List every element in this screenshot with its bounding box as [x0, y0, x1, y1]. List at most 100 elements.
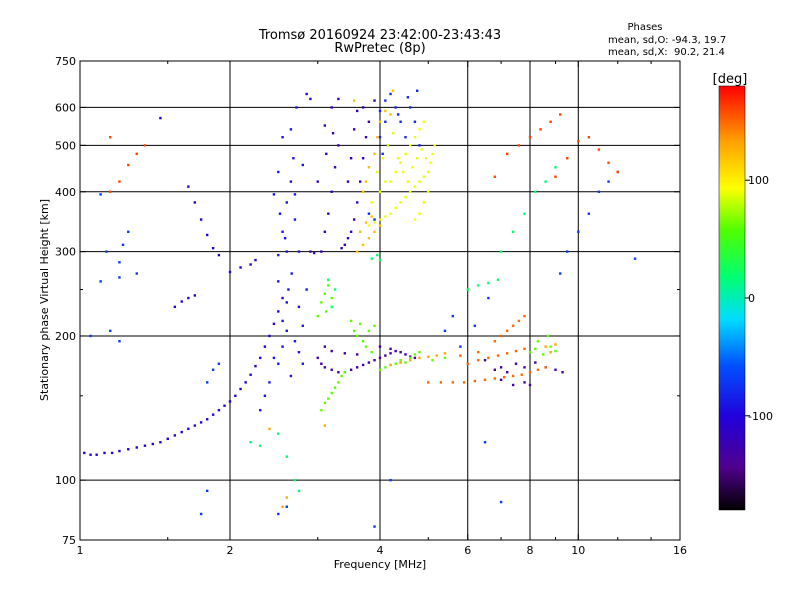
colorbar-label: [deg] — [713, 72, 748, 87]
data-point — [330, 106, 333, 109]
data-point — [367, 224, 371, 227]
data-point — [544, 366, 547, 369]
data-point — [404, 195, 407, 199]
data-point — [285, 250, 288, 253]
data-point — [323, 124, 327, 127]
data-point — [259, 356, 262, 360]
data-point — [487, 281, 490, 285]
data-point — [373, 99, 376, 102]
data-point — [370, 201, 373, 204]
data-point — [396, 157, 400, 160]
data-point — [539, 128, 542, 131]
data-point — [415, 157, 419, 160]
data-point — [373, 525, 376, 528]
data-point — [325, 152, 328, 156]
data-point — [309, 97, 312, 101]
y-tick-label: 75 — [62, 534, 76, 547]
data-point — [352, 99, 356, 102]
data-point — [422, 201, 426, 204]
data-point — [528, 371, 532, 374]
data-point — [505, 352, 509, 355]
data-point — [259, 408, 262, 412]
data-point — [205, 381, 209, 384]
data-point — [534, 347, 537, 351]
data-point — [355, 201, 359, 204]
data-point — [493, 340, 497, 343]
colorbar-tick-label: -100 — [748, 410, 773, 423]
data-point — [367, 120, 371, 123]
data-point — [361, 363, 365, 367]
data-point — [587, 212, 591, 215]
data-point — [406, 180, 410, 183]
x-tick-label: 6 — [464, 544, 471, 557]
data-point — [409, 359, 412, 362]
data-point — [496, 354, 500, 357]
data-point — [361, 190, 365, 193]
data-point — [277, 310, 280, 313]
data-point — [355, 353, 359, 356]
data-point — [607, 180, 610, 183]
data-point — [110, 451, 114, 455]
y-tick-label: 500 — [55, 139, 76, 152]
data-point — [418, 144, 421, 147]
grid-lines — [80, 61, 680, 540]
data-point — [418, 180, 421, 183]
data-point — [473, 324, 477, 328]
y-tick-label: 200 — [55, 330, 76, 343]
data-point — [477, 359, 480, 362]
data-point — [413, 135, 417, 139]
data-point — [411, 166, 414, 169]
data-point — [367, 166, 371, 169]
data-point — [367, 212, 371, 215]
data-point — [361, 106, 365, 109]
data-point — [281, 135, 284, 139]
data-point — [420, 148, 423, 151]
data-point — [389, 352, 392, 355]
data-point — [413, 356, 417, 360]
data-point — [370, 257, 373, 260]
data-point — [301, 324, 305, 328]
data-point — [285, 496, 288, 499]
data-point — [193, 201, 197, 204]
data-point — [367, 236, 371, 240]
data-point — [330, 349, 333, 353]
data-point — [378, 345, 382, 348]
colorbar-tick-label: 100 — [748, 174, 769, 187]
data-point — [451, 314, 455, 318]
data-point — [330, 305, 333, 309]
data-point — [534, 361, 537, 364]
data-point — [554, 166, 557, 169]
data-point — [499, 334, 503, 338]
data-point — [320, 408, 323, 412]
data-point — [443, 356, 447, 360]
data-point — [217, 408, 221, 412]
x-tick-label: 10 — [571, 544, 585, 557]
data-point — [514, 349, 518, 353]
data-point — [143, 444, 147, 447]
data-point — [517, 319, 521, 323]
data-point — [103, 451, 106, 455]
data-point — [384, 109, 387, 113]
data-point — [418, 350, 421, 354]
data-point — [409, 106, 412, 109]
data-point — [340, 374, 343, 378]
data-point — [483, 441, 487, 444]
data-point — [376, 135, 379, 139]
data-point — [323, 230, 327, 233]
data-point — [511, 374, 515, 378]
data-point — [367, 329, 371, 333]
data-point — [305, 288, 308, 291]
data-point — [499, 366, 503, 369]
data-point — [373, 152, 376, 156]
data-point — [159, 116, 162, 120]
data-point — [381, 157, 384, 160]
data-point — [272, 193, 276, 196]
data-point — [361, 243, 365, 246]
data-point — [413, 218, 417, 221]
data-point — [337, 381, 340, 384]
data-point — [327, 284, 330, 287]
data-point — [118, 340, 121, 343]
data-point — [424, 157, 428, 160]
data-point — [105, 250, 108, 253]
data-point — [228, 400, 232, 403]
